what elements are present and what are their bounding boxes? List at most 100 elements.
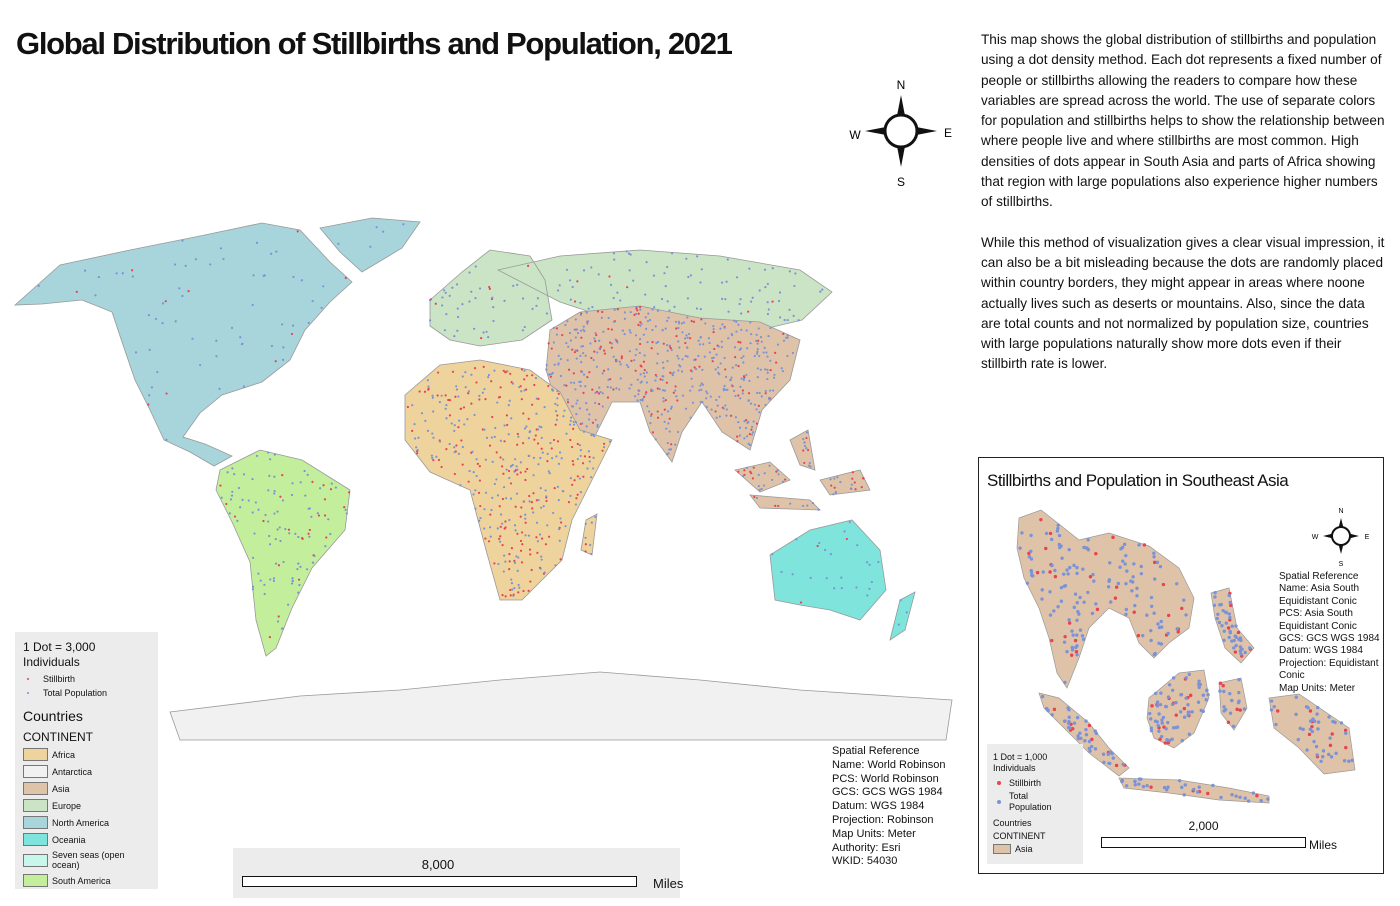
density-dot bbox=[757, 484, 760, 488]
density-dot bbox=[868, 563, 871, 566]
density-dot bbox=[500, 465, 504, 468]
legend-label: Total Population bbox=[43, 688, 108, 698]
density-dot bbox=[573, 479, 576, 482]
density-dot bbox=[37, 284, 40, 287]
density-dot bbox=[792, 314, 795, 317]
density-dot bbox=[1159, 619, 1163, 624]
density-dot bbox=[571, 348, 574, 351]
density-dot bbox=[750, 332, 753, 336]
density-dot bbox=[535, 521, 539, 524]
density-dot bbox=[584, 550, 587, 553]
density-dot bbox=[674, 385, 677, 388]
density-dot bbox=[766, 355, 769, 358]
density-dot bbox=[516, 432, 519, 436]
density-dot bbox=[305, 568, 309, 571]
density-dot bbox=[1137, 782, 1141, 786]
density-dot bbox=[718, 395, 721, 398]
density-dot bbox=[1166, 720, 1170, 725]
density-dot bbox=[783, 318, 786, 322]
density-dot bbox=[539, 567, 542, 570]
density-dot bbox=[573, 328, 576, 331]
density-dot bbox=[782, 332, 785, 336]
density-dot bbox=[521, 329, 524, 332]
density-dot bbox=[861, 477, 865, 480]
density-dot bbox=[275, 250, 278, 253]
density-dot bbox=[521, 297, 525, 300]
density-dot bbox=[543, 406, 546, 409]
dot-swatch bbox=[27, 692, 29, 694]
density-dot bbox=[487, 335, 490, 339]
density-dot bbox=[478, 398, 481, 401]
density-dot bbox=[507, 404, 510, 407]
density-dot bbox=[1142, 543, 1147, 547]
density-dot bbox=[1048, 590, 1052, 594]
density-dot bbox=[753, 403, 757, 406]
density-dot bbox=[434, 302, 437, 305]
density-dot bbox=[569, 419, 572, 422]
density-dot bbox=[648, 318, 652, 322]
density-dot bbox=[771, 267, 774, 270]
scale-unit: Miles bbox=[653, 876, 684, 891]
density-dot bbox=[1081, 637, 1086, 642]
density-dot bbox=[851, 477, 854, 480]
density-dot bbox=[634, 353, 637, 357]
density-dot bbox=[755, 333, 758, 336]
density-dot bbox=[597, 392, 601, 395]
density-dot bbox=[691, 385, 694, 388]
density-dot bbox=[348, 491, 351, 494]
density-dot bbox=[569, 438, 572, 442]
density-dot bbox=[1213, 595, 1217, 599]
density-dot bbox=[1162, 785, 1167, 790]
density-dot bbox=[552, 511, 555, 515]
density-dot bbox=[619, 299, 622, 302]
density-dot bbox=[1316, 720, 1321, 724]
density-dot bbox=[520, 561, 524, 564]
density-dot bbox=[445, 403, 448, 407]
density-dot bbox=[756, 348, 759, 351]
density-dot bbox=[1165, 738, 1169, 742]
density-dot bbox=[711, 360, 714, 363]
density-dot bbox=[432, 459, 435, 462]
density-dot bbox=[699, 384, 702, 387]
density-dot bbox=[268, 635, 272, 639]
density-dot bbox=[591, 421, 595, 424]
density-dot bbox=[701, 383, 705, 386]
density-dot bbox=[786, 318, 789, 322]
density-dot bbox=[616, 291, 619, 294]
density-dot bbox=[1106, 752, 1111, 757]
density-dot bbox=[668, 430, 671, 433]
density-dot bbox=[666, 360, 669, 363]
density-dot bbox=[1056, 523, 1060, 527]
density-dot bbox=[474, 265, 477, 268]
density-dot bbox=[1160, 718, 1164, 722]
density-dot bbox=[431, 432, 434, 435]
density-dot bbox=[426, 429, 430, 433]
density-dot bbox=[833, 486, 836, 489]
density-dot bbox=[1159, 691, 1163, 695]
density-dot bbox=[431, 396, 434, 399]
density-dot bbox=[817, 508, 820, 511]
density-dot bbox=[802, 449, 805, 452]
density-dot bbox=[537, 397, 540, 400]
density-dot bbox=[675, 395, 678, 398]
density-dot bbox=[540, 555, 543, 558]
density-dot bbox=[520, 531, 524, 534]
density-dot bbox=[777, 504, 780, 508]
density-dot bbox=[582, 325, 585, 328]
density-dot bbox=[310, 515, 313, 518]
density-dot bbox=[644, 393, 647, 396]
legend-item: Stillbirth bbox=[1009, 778, 1042, 788]
density-dot bbox=[1186, 703, 1190, 707]
north-america bbox=[13, 217, 421, 467]
density-dot bbox=[651, 431, 655, 434]
density-dot bbox=[1055, 529, 1060, 533]
density-dot bbox=[712, 328, 715, 331]
density-dot bbox=[786, 336, 789, 339]
density-dot bbox=[504, 497, 508, 500]
density-dot bbox=[1216, 612, 1220, 617]
density-dot bbox=[629, 331, 632, 334]
density-dot bbox=[273, 512, 276, 515]
density-dot bbox=[524, 517, 527, 520]
density-dot bbox=[1305, 748, 1309, 752]
density-dot bbox=[1059, 586, 1064, 590]
